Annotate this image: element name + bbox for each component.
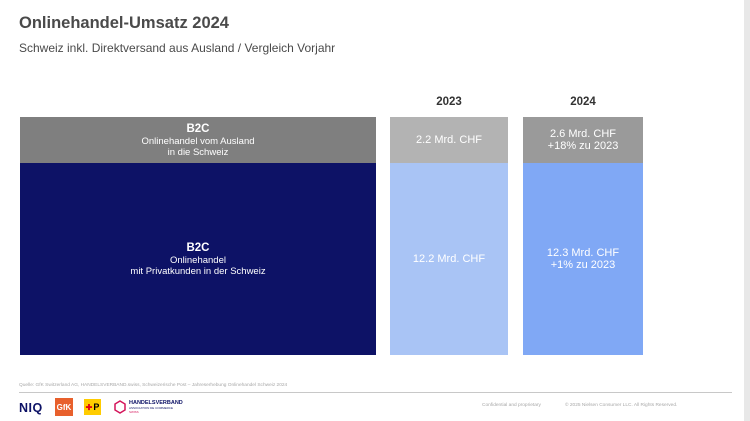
year-label: 2024 [570, 96, 596, 108]
post-cross-icon: ✚ [85, 402, 93, 412]
bar-segment: 2.2 Mrd. CHF [390, 117, 508, 163]
year-label: 2023 [436, 96, 462, 108]
segment-label-line: in die Schweiz [167, 146, 229, 158]
handelsverband-sub2: SWISS [129, 410, 139, 414]
handelsverband-name: HANDELSVERBAND [129, 400, 183, 406]
subtitle: Schweiz inkl. Direktversand aus Ausland … [19, 41, 336, 55]
segment-label-line: mit Privatkunden in der Schweiz [130, 265, 266, 277]
niq-logo: NIQ [19, 401, 43, 415]
bar-value-label: 2.2 Mrd. CHF [415, 134, 482, 146]
bar-value-label: 12.3 Mrd. CHF [546, 247, 620, 259]
bar-segment: 2.6 Mrd. CHF +18% zu 2023 [523, 117, 643, 163]
segment-label-title: B2C [186, 241, 210, 254]
segment-label-line: Onlinehandel vom Ausland [141, 135, 255, 147]
copyright-note: © 2025 Nielsen Consumer LLC. All Rights … [565, 403, 678, 408]
handelsverband-sub: ASSOCIATION DE COMMERCE [129, 406, 173, 410]
post-letter: P [93, 402, 100, 412]
handelsverband-shield-icon [114, 400, 126, 414]
segment-label: B2C Onlinehandel mit Privatkunden in der S… [20, 163, 376, 355]
title: Onlinehandel-Umsatz 2024 [19, 14, 229, 32]
bar-value-label: 2.6 Mrd. CHF [549, 128, 616, 140]
bar-value-label: 12.2 Mrd. CHF [412, 253, 486, 265]
confidential-note: Confidential and proprietary [482, 403, 541, 408]
handelsverband-logo: HANDELSVERBAND ASSOCIATION DE COMMERCE S… [114, 400, 183, 414]
bar-segment: 12.3 Mrd. CHF +1% zu 2023 [523, 163, 643, 355]
post-logo: ✚ P [84, 399, 101, 415]
segment-label-line: Onlinehandel [170, 254, 226, 266]
gfk-logo: GfK [55, 398, 73, 416]
segment-label-title: B2C [186, 122, 210, 135]
bar-segment: 12.2 Mrd. CHF [390, 163, 508, 355]
right-edge-strip [744, 0, 750, 421]
source-note: Quelle: GfK Switzerland AG, HANDELSVERBA… [19, 383, 288, 388]
footer-rule [19, 392, 732, 393]
segment-label: B2C Onlinehandel vom Ausland in die Schwei… [20, 117, 376, 163]
bar-change-label: +18% zu 2023 [547, 140, 619, 152]
bar-change-label: +1% zu 2023 [550, 259, 616, 271]
